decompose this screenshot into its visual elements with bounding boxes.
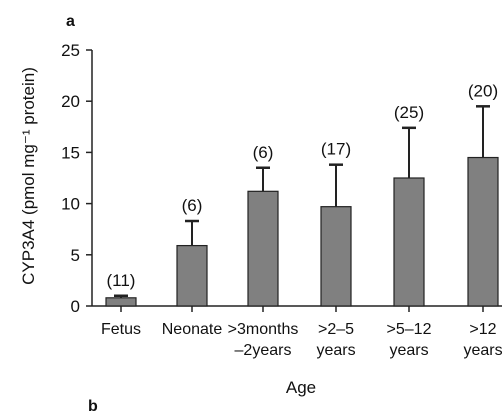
sample-size-label: (11) <box>107 271 136 290</box>
x-tick-label: Neonate <box>162 321 223 338</box>
sample-size-label: (17) <box>321 140 351 159</box>
y-tick-label: 25 <box>61 41 80 60</box>
x-tick-label: years <box>463 342 502 359</box>
panel-label: a <box>66 13 75 30</box>
x-axis-title: Age <box>286 378 316 397</box>
bar <box>105 297 137 307</box>
sample-size-label: (25) <box>394 103 424 122</box>
y-tick-label: 15 <box>61 143 80 162</box>
bar <box>176 244 208 307</box>
x-tick-label: >3months <box>228 321 299 338</box>
bar <box>247 190 279 307</box>
sample-size-label: (6) <box>253 143 274 162</box>
x-tick-label: Fetus <box>101 321 141 338</box>
x-ticks: Fetus Neonate >3months –2years >2–5 years >5–1… <box>101 306 502 359</box>
x-tick-label: years <box>316 342 355 359</box>
bar <box>320 206 352 307</box>
bar <box>467 156 499 307</box>
next-panel-label: b <box>88 398 98 411</box>
sample-size-label: (6) <box>182 196 203 215</box>
x-tick-label: >12 <box>469 321 496 338</box>
bar <box>393 177 425 307</box>
bars: (11) (6) (6) (17) (25) (20) <box>105 81 499 307</box>
y-tick-label: 5 <box>71 246 80 265</box>
x-tick-label: years <box>389 342 428 359</box>
x-tick-label: >2–5 <box>318 321 354 338</box>
y-axis-title: CYP3A4 (pmol mg⁻¹ protein) <box>19 67 38 285</box>
sample-size-label: (20) <box>468 81 498 100</box>
y-tick-label: 10 <box>61 195 80 214</box>
y-ticks: 0 5 10 15 20 25 <box>61 41 92 316</box>
x-tick-label: –2years <box>235 342 292 359</box>
y-tick-label: 20 <box>61 92 80 111</box>
x-tick-label: >5–12 <box>387 321 432 338</box>
y-tick-label: 0 <box>71 297 80 316</box>
